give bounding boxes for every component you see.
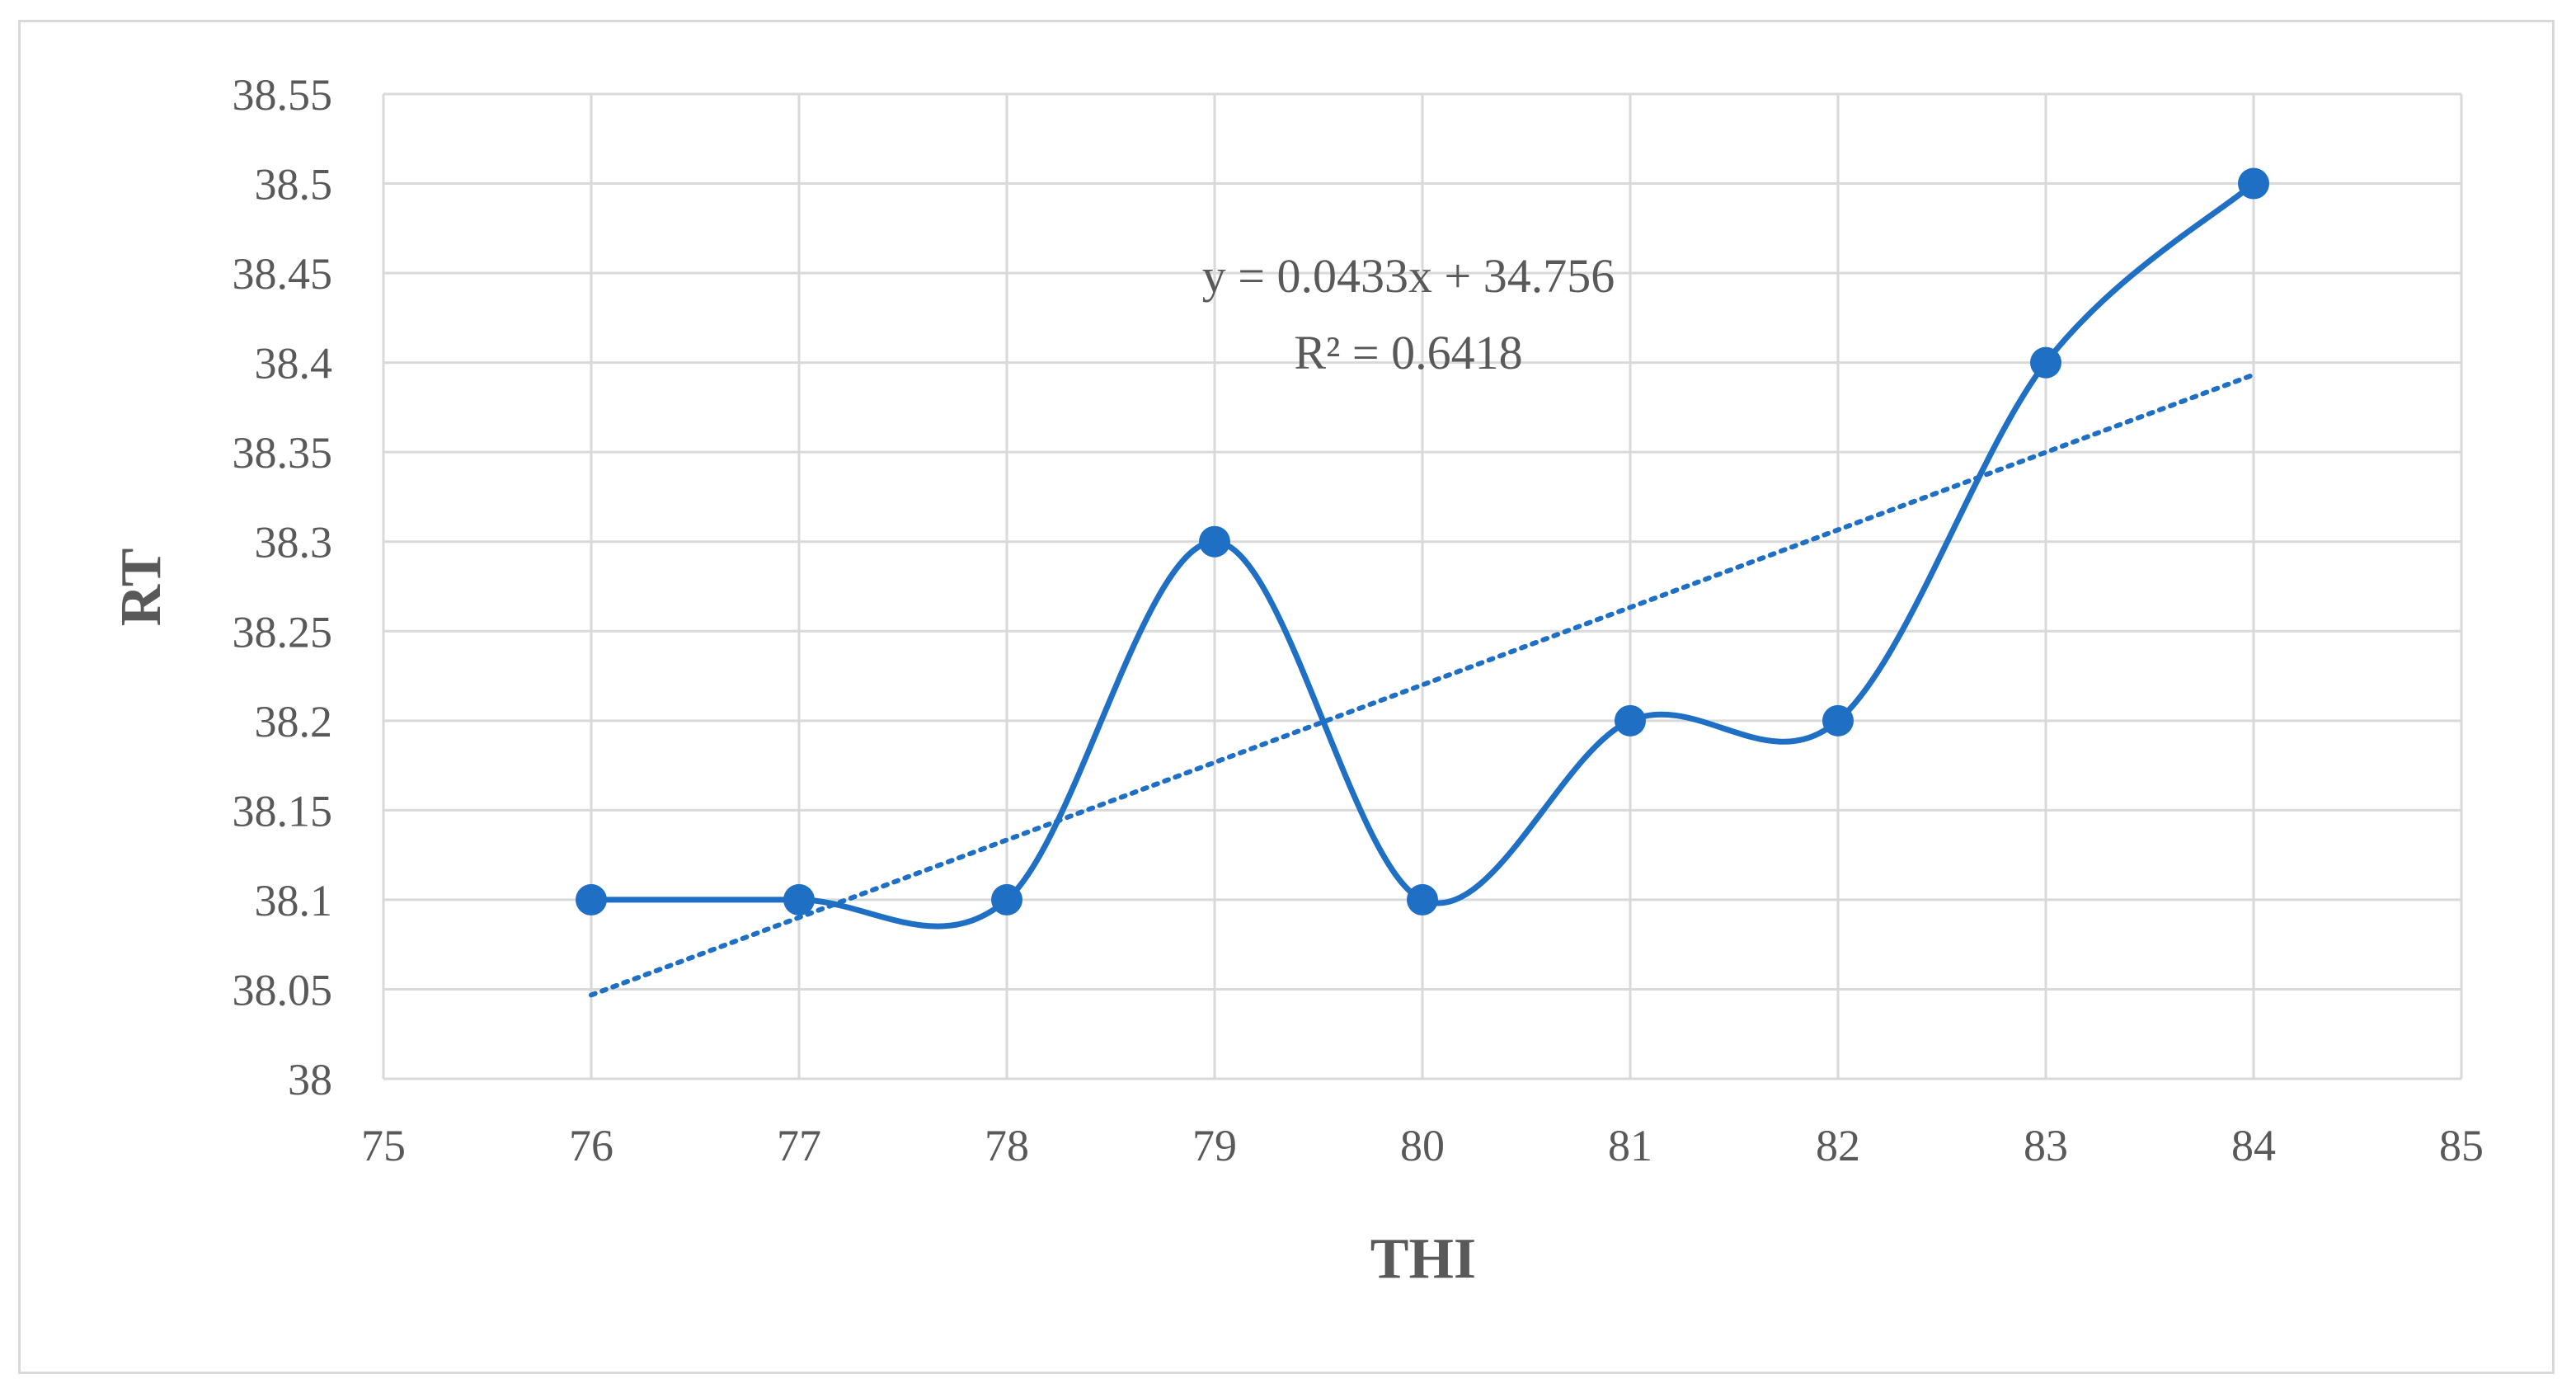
x-tick-label: 79	[1192, 1121, 1237, 1170]
y-tick-label: 38.4	[255, 339, 333, 388]
data-point	[1199, 525, 1230, 558]
y-tick-label: 38.5	[255, 160, 333, 209]
x-tick-label: 76	[569, 1121, 613, 1170]
x-tick-label: 84	[2231, 1121, 2276, 1170]
x-tick-label: 80	[1400, 1121, 1445, 1170]
y-tick-label: 38.2	[255, 697, 333, 746]
data-point	[1822, 704, 1854, 737]
y-tick-label: 38.45	[233, 249, 333, 299]
data-point	[576, 883, 607, 916]
data-point	[2030, 346, 2061, 379]
y-tick-label: 38.1	[255, 876, 333, 925]
gridlines	[382, 92, 2463, 1080]
x-tick-label: 82	[1816, 1121, 1860, 1170]
y-tick-label: 38.35	[233, 428, 333, 478]
x-tick-label: 83	[2024, 1121, 2068, 1170]
x-tick-label: 85	[2439, 1121, 2484, 1170]
data-point	[1407, 883, 1438, 916]
y-tick-label: 38.55	[233, 70, 333, 120]
x-tick-label: 77	[777, 1121, 821, 1170]
x-tick-label: 81	[1608, 1121, 1652, 1170]
x-axis-title: THI	[1370, 1227, 1476, 1291]
x-tick-label: 78	[985, 1121, 1029, 1170]
data-point	[783, 883, 815, 916]
trendline-r-squared: R² = 0.6418	[1294, 326, 1522, 379]
y-axis-title: RT	[110, 548, 173, 627]
y-tick-label: 38.25	[233, 607, 333, 657]
trendline-equation: y = 0.0433x + 34.756	[1202, 249, 1615, 303]
y-tick-label: 38.3	[255, 518, 333, 567]
data-point	[2238, 167, 2269, 200]
x-tick-label: 75	[361, 1121, 406, 1170]
y-tick-label: 38.05	[233, 965, 333, 1014]
y-tick-label: 38.15	[233, 786, 333, 836]
data-point	[991, 883, 1022, 916]
data-point	[1615, 704, 1646, 737]
series	[576, 167, 2269, 930]
y-tick-label: 38	[288, 1055, 332, 1104]
chart-frame	[18, 20, 2555, 1374]
tick-labels: 75 76 77 78 79 80 81 82 83 84 85 38 38.05 38.1 38.15 38…	[233, 70, 2484, 1170]
